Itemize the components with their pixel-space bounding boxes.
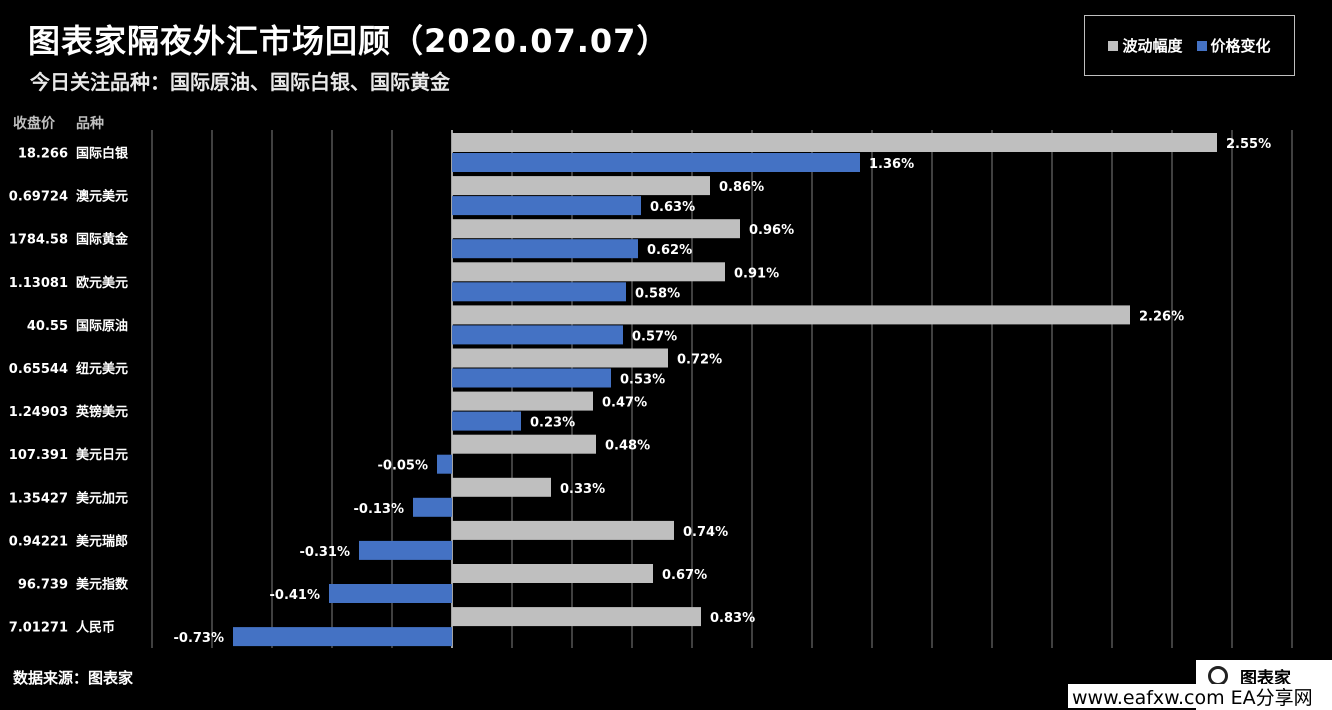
chart-title: 图表家隔夜外汇市场回顾（2020.07.07） (28, 22, 670, 60)
legend-item-series1: 波动幅度 (1108, 35, 1183, 56)
price-column-header: 收盘价 (13, 116, 55, 132)
bar-volatility (452, 391, 593, 411)
bar-price-change (359, 540, 452, 560)
data-label-price-change: -0.73% (174, 631, 225, 646)
data-label-volatility: 0.74% (683, 525, 728, 540)
closing-price-label: 107.391 (9, 448, 68, 463)
category-label: 美元日元 (76, 447, 128, 463)
watermark-url: www.eafxw.com EA分享网 (1068, 684, 1317, 709)
bar-volatility (452, 477, 551, 497)
bar-volatility (452, 133, 1217, 152)
bar-price-change (329, 584, 452, 603)
bar-price-change (452, 282, 626, 302)
data-label-price-change: -0.31% (300, 545, 351, 560)
data-label-volatility: 0.47% (602, 396, 647, 411)
category-label: 英镑美元 (75, 404, 128, 420)
legend-swatch-series1 (1108, 40, 1119, 51)
closing-price-label: 1.35427 (9, 491, 68, 506)
data-label-volatility: 0.83% (710, 611, 755, 626)
bar-volatility (452, 434, 596, 454)
data-label-volatility: 0.33% (560, 482, 605, 497)
closing-price-label: 96.739 (18, 578, 68, 593)
closing-price-label: 40.55 (27, 319, 68, 334)
bar-volatility (452, 607, 701, 627)
bar-price-change (452, 196, 641, 216)
category-label: 欧元美元 (76, 275, 128, 291)
bar-volatility (452, 305, 1130, 325)
category-label: 美元指数 (76, 577, 129, 593)
data-label-price-change: 0.58% (635, 286, 680, 301)
closing-price-label: 0.69724 (9, 190, 68, 205)
closing-price-label: 7.01271 (9, 621, 68, 636)
category-label: 国际黄金 (76, 232, 129, 248)
data-label-price-change: -0.13% (354, 502, 405, 517)
data-label-volatility: 2.55% (1226, 137, 1271, 152)
bar-price-change (452, 411, 521, 431)
data-label-price-change: 0.57% (632, 329, 677, 344)
category-label: 美元瑞郎 (76, 533, 128, 549)
data-label-price-change: 0.63% (650, 200, 695, 215)
category-label: 国际原油 (76, 318, 128, 334)
data-label-volatility: 0.96% (749, 223, 794, 238)
category-label: 人民币 (76, 620, 115, 636)
data-label-volatility: 0.86% (719, 180, 764, 195)
data-label-price-change: -0.05% (378, 459, 429, 474)
data-label-price-change: 0.62% (647, 243, 692, 258)
closing-price-label: 1.24903 (9, 405, 68, 420)
bar-volatility (452, 520, 674, 540)
bar-price-change (413, 497, 452, 517)
data-label-price-change: -0.41% (270, 588, 321, 603)
data-label-price-change: 0.53% (620, 373, 665, 388)
category-label: 澳元美元 (76, 189, 128, 205)
closing-price-label: 1784.58 (9, 233, 68, 248)
bar-price-change (437, 454, 452, 474)
bar-volatility (452, 176, 710, 196)
bar-price-change (233, 627, 452, 647)
bar-volatility (452, 348, 668, 368)
data-label-volatility: 0.72% (677, 353, 722, 368)
category-label: 美元加元 (76, 490, 128, 506)
legend: 波动幅度 价格变化 (1084, 15, 1295, 76)
bar-price-change (452, 239, 638, 259)
bar-price-change (452, 325, 623, 345)
bar-volatility (452, 219, 740, 239)
legend-swatch-series2 (1196, 40, 1207, 51)
category-label: 纽元美元 (76, 361, 128, 377)
category-label: 国际白银 (76, 146, 129, 162)
data-label-volatility: 0.67% (662, 568, 707, 583)
closing-price-label: 1.13081 (9, 276, 68, 291)
name-column-header: 品种 (76, 116, 104, 132)
closing-price-label: 0.94221 (9, 534, 68, 549)
chart-subtitle: 今日关注品种：国际原油、国际白银、国际黄金 (30, 70, 450, 94)
bar-price-change (452, 153, 860, 172)
legend-label-series1: 波动幅度 (1122, 37, 1183, 55)
data-label-volatility: 0.48% (605, 439, 650, 454)
data-label-price-change: 1.36% (869, 157, 914, 172)
data-label-volatility: 0.91% (734, 266, 779, 281)
data-label-price-change: 0.23% (530, 416, 575, 431)
bar-volatility (452, 262, 725, 282)
legend-label-series2: 价格变化 (1210, 37, 1271, 55)
data-label-volatility: 2.26% (1139, 309, 1184, 324)
closing-price-label: 0.65544 (9, 362, 68, 377)
legend-item-series2: 价格变化 (1196, 35, 1271, 56)
closing-price-label: 18.266 (18, 147, 68, 162)
bar-price-change (452, 368, 611, 388)
bar-volatility (452, 564, 653, 583)
data-source: 数据来源：图表家 (13, 669, 134, 687)
